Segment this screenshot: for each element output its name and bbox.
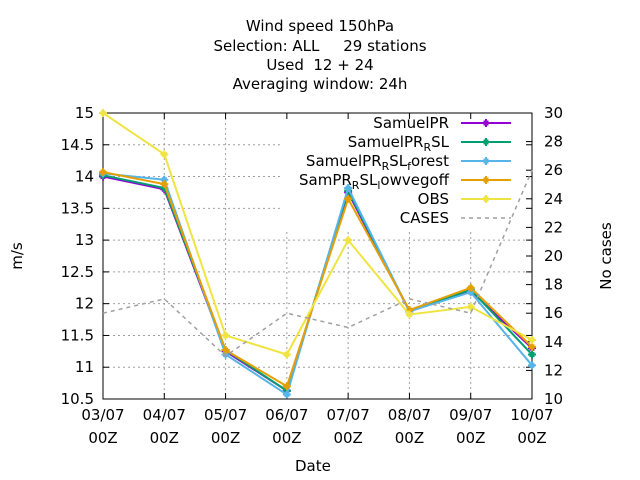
data-point [529, 352, 535, 358]
y2-tick-label: 22 [544, 218, 563, 236]
y2-tick-label: 16 [544, 304, 563, 322]
x-axis-title: Date [295, 457, 331, 475]
legend-label: SamuelPRRSL [348, 133, 450, 154]
chart-title-line-1: Wind speed 150hPa [245, 17, 395, 35]
y2-tick-label: 30 [544, 104, 563, 122]
x-tick-label-time: 00Z [517, 429, 546, 447]
data-point [406, 307, 412, 313]
y-tick-label: 14.5 [61, 136, 94, 154]
y2-tick-label: 26 [544, 161, 563, 179]
y2-tick-label: 18 [544, 276, 563, 294]
y2-tick-label: 10 [544, 390, 563, 408]
x-tick-label-time: 00Z [211, 429, 240, 447]
legend-label: OBS [418, 190, 449, 208]
y-tick-label: 13.5 [61, 199, 94, 217]
y2-tick-label: 14 [544, 333, 563, 351]
data-point [529, 344, 535, 350]
x-tick-label: 05/07 [204, 406, 247, 424]
y-tick-label: 13 [75, 231, 94, 249]
legend-marker [483, 158, 489, 164]
x-tick-label-time: 00Z [456, 429, 485, 447]
legend-marker [483, 139, 489, 145]
y2-tick-label: 20 [544, 247, 563, 265]
data-point [100, 169, 106, 175]
series-line-1 [102, 174, 533, 393]
y-tick-label: 12.5 [61, 263, 94, 281]
y2-tick-label: 12 [544, 361, 563, 379]
x-tick-label-time: 00Z [333, 429, 362, 447]
data-point [468, 289, 474, 295]
data-point [406, 311, 412, 317]
data-point [223, 352, 229, 358]
x-tick-label: 09/07 [449, 406, 492, 424]
legend-label: SamuelPR [373, 114, 449, 132]
chart-title-line-2: Selection: ALL 29 stations [213, 37, 427, 55]
x-tick-label: 04/07 [143, 406, 186, 424]
series-line-0 [102, 175, 533, 393]
data-point [345, 196, 351, 202]
series-line-4 [102, 112, 533, 356]
x-tick-label: 03/07 [81, 406, 124, 424]
y-tick-label: 15 [75, 104, 94, 122]
data-point [284, 383, 290, 389]
x-tick-label: 08/07 [388, 406, 431, 424]
data-point [529, 337, 535, 343]
x-tick-label-time: 00Z [395, 429, 424, 447]
data-point [345, 237, 351, 243]
y2-tick-label: 24 [544, 190, 563, 208]
series-line-2 [102, 172, 533, 397]
y-tick-label: 12 [75, 295, 94, 313]
x-tick-label-time: 00Z [88, 429, 117, 447]
data-point [284, 392, 290, 398]
y-tick-label: 14 [75, 168, 94, 186]
y2-tick-label: 28 [544, 133, 563, 151]
y-tick-label: 10.5 [61, 390, 94, 408]
data-point [529, 362, 535, 368]
legend-label: SamPRRSLlowvegoff [299, 171, 450, 192]
chart-title-line-3: Used 12 + 24 [266, 56, 374, 74]
data-point [161, 177, 167, 183]
legend-label: SamuelPRRSLforest [306, 152, 449, 173]
x-tick-label-time: 00Z [150, 429, 179, 447]
y-tick-label: 11.5 [61, 326, 94, 344]
legend-marker [483, 196, 489, 202]
data-point [345, 185, 351, 191]
series-line-3 [102, 171, 533, 388]
data-point [284, 352, 290, 358]
data-point [161, 151, 167, 157]
legend-marker [483, 120, 489, 126]
chart-title-line-4: Averaging window: 24h [232, 75, 408, 93]
data-point [223, 332, 229, 338]
data-point [100, 110, 106, 116]
x-tick-label: 06/07 [265, 406, 308, 424]
data-point [468, 304, 474, 310]
x-tick-label-time: 00Z [272, 429, 301, 447]
legend-marker [483, 177, 489, 183]
x-tick-label: 07/07 [327, 406, 370, 424]
data-point [223, 347, 229, 353]
x-tick-label: 10/07 [510, 406, 553, 424]
y-tick-label: 11 [75, 358, 94, 376]
data-point [468, 285, 474, 291]
data-point [161, 181, 167, 187]
legend-label: CASES [400, 209, 449, 227]
